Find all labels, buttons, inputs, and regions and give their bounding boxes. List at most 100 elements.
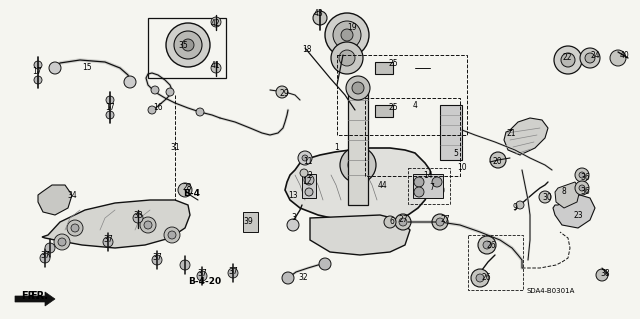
Text: 2: 2: [308, 170, 312, 180]
Circle shape: [164, 227, 180, 243]
Text: 34: 34: [67, 191, 77, 201]
Circle shape: [539, 191, 551, 203]
Text: B-4-20: B-4-20: [188, 278, 221, 286]
Text: 20: 20: [492, 158, 502, 167]
Circle shape: [124, 76, 136, 88]
Circle shape: [516, 201, 524, 209]
Circle shape: [151, 86, 159, 94]
Polygon shape: [440, 105, 462, 160]
Circle shape: [333, 21, 361, 49]
Bar: [408, 168, 450, 204]
Text: 25: 25: [388, 60, 398, 69]
Text: 5: 5: [454, 149, 458, 158]
Circle shape: [478, 236, 496, 254]
Circle shape: [144, 221, 152, 229]
Text: 41: 41: [210, 61, 220, 70]
Text: 10: 10: [457, 164, 467, 173]
Text: 23: 23: [573, 211, 583, 220]
Circle shape: [178, 183, 192, 197]
Bar: [337, 55, 467, 135]
Text: 21: 21: [506, 130, 516, 138]
Text: 31: 31: [170, 144, 180, 152]
Bar: [148, 18, 226, 78]
Polygon shape: [15, 292, 55, 306]
Polygon shape: [310, 215, 410, 255]
Circle shape: [579, 172, 585, 178]
Text: 9: 9: [513, 204, 517, 212]
Circle shape: [228, 268, 238, 278]
Circle shape: [340, 147, 376, 183]
Circle shape: [180, 260, 190, 270]
Circle shape: [313, 11, 327, 25]
Circle shape: [276, 86, 288, 98]
Text: 8: 8: [562, 188, 566, 197]
Circle shape: [341, 29, 353, 41]
Circle shape: [166, 23, 210, 67]
Text: 39: 39: [243, 218, 253, 226]
Circle shape: [580, 48, 600, 68]
Circle shape: [414, 177, 424, 187]
Circle shape: [331, 42, 363, 74]
Text: 17: 17: [32, 68, 42, 77]
Text: 25: 25: [388, 103, 398, 113]
Polygon shape: [42, 200, 190, 248]
Text: 12: 12: [302, 176, 312, 186]
Circle shape: [106, 111, 114, 119]
Text: 6: 6: [390, 218, 394, 226]
Text: 30: 30: [542, 192, 552, 202]
Circle shape: [384, 216, 396, 228]
Circle shape: [319, 258, 331, 270]
Circle shape: [54, 234, 70, 250]
Circle shape: [140, 217, 156, 233]
Polygon shape: [285, 148, 432, 222]
Circle shape: [490, 152, 506, 168]
Text: 15: 15: [82, 63, 92, 71]
Circle shape: [471, 269, 489, 287]
Circle shape: [49, 62, 61, 74]
Text: 4: 4: [413, 100, 417, 109]
Text: 37: 37: [197, 270, 207, 278]
Text: FR.: FR.: [21, 291, 39, 301]
Text: 13: 13: [288, 190, 298, 199]
Bar: [365, 98, 460, 176]
Circle shape: [300, 169, 308, 177]
Circle shape: [287, 219, 299, 231]
Circle shape: [554, 46, 582, 74]
Text: 28: 28: [182, 183, 192, 192]
Text: 14: 14: [423, 172, 433, 181]
Circle shape: [432, 214, 448, 230]
Circle shape: [305, 188, 313, 196]
Circle shape: [103, 237, 113, 247]
Circle shape: [428, 182, 444, 198]
Circle shape: [585, 53, 595, 63]
Text: 44: 44: [378, 181, 388, 189]
Circle shape: [196, 108, 204, 116]
Circle shape: [561, 53, 575, 67]
Text: 36: 36: [580, 188, 590, 197]
Polygon shape: [413, 174, 443, 198]
Polygon shape: [553, 195, 595, 228]
Text: 27: 27: [440, 216, 450, 225]
Circle shape: [432, 177, 442, 187]
Circle shape: [325, 13, 369, 57]
Circle shape: [399, 218, 407, 226]
Text: 35: 35: [178, 41, 188, 50]
Bar: [375, 62, 393, 74]
Polygon shape: [555, 182, 580, 208]
Text: 43: 43: [313, 10, 323, 19]
Text: 26: 26: [486, 241, 496, 249]
Text: 37: 37: [103, 234, 113, 243]
Text: B-4: B-4: [184, 189, 200, 198]
Text: 36: 36: [580, 173, 590, 182]
Circle shape: [575, 181, 589, 195]
Circle shape: [476, 274, 484, 282]
Circle shape: [395, 214, 411, 230]
Text: 17: 17: [105, 103, 115, 113]
Text: SDA4-B0301A: SDA4-B0301A: [527, 288, 575, 294]
Polygon shape: [38, 185, 72, 215]
Text: 27: 27: [398, 216, 408, 225]
Circle shape: [211, 17, 221, 27]
Polygon shape: [243, 212, 258, 232]
Circle shape: [579, 185, 585, 191]
Circle shape: [148, 106, 156, 114]
